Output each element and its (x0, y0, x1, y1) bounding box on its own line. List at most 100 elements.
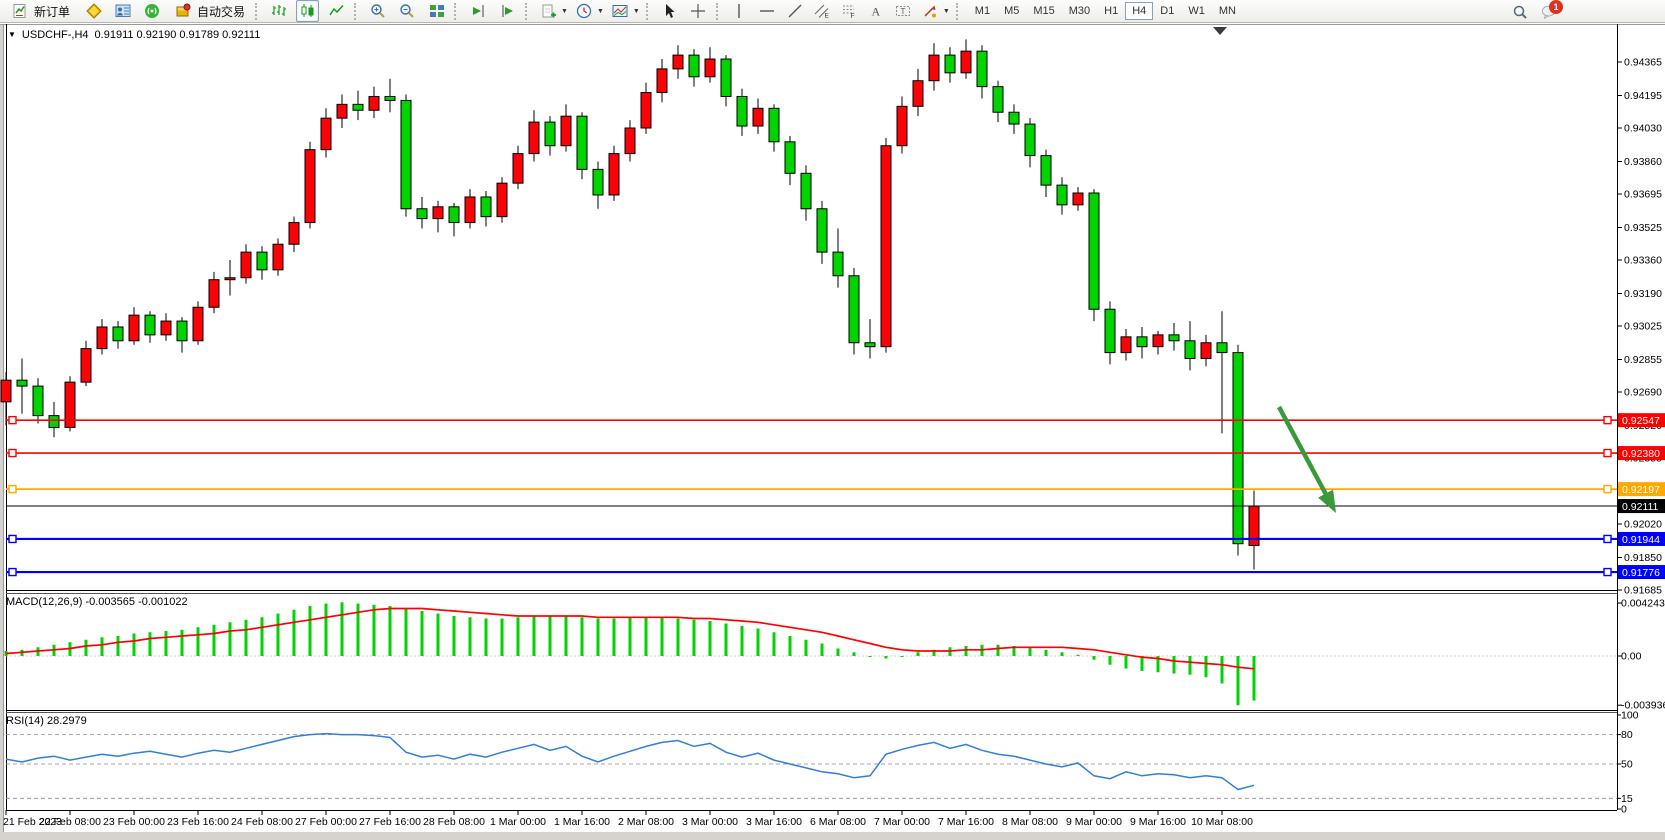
tab-h1[interactable]: H1 (1104, 5, 1119, 17)
svg-text:0.92855: 0.92855 (1624, 354, 1662, 366)
svg-text:8 Mar 08:00: 8 Mar 08:00 (1002, 816, 1058, 828)
svg-text:T: T (901, 7, 906, 16)
svg-text:0.93190: 0.93190 (1624, 288, 1662, 300)
svg-text:22 Feb 08:00: 22 Feb 08:00 (39, 816, 101, 828)
svg-text:0.91944: 0.91944 (1622, 534, 1660, 546)
svg-text:0.92111: 0.92111 (1622, 501, 1659, 513)
candlesticks (0, 39, 1260, 570)
svg-text:0.94195: 0.94195 (1624, 90, 1662, 102)
horizontal-line-icon[interactable] (756, 0, 779, 22)
zoom-out-icon[interactable] (395, 0, 418, 22)
svg-text:2 Mar 08:00: 2 Mar 08:00 (618, 816, 674, 828)
tab-h4[interactable]: H4 (1125, 2, 1154, 20)
crosshair-icon[interactable] (687, 0, 710, 22)
candlestick-chart-icon[interactable] (296, 0, 320, 22)
toolbar-separator (255, 2, 263, 20)
new-order-icon (8, 0, 31, 22)
svg-text:10 Mar 08:00: 10 Mar 08:00 (1191, 816, 1253, 828)
trendline-icon[interactable] (784, 0, 807, 22)
svg-text:0.92690: 0.92690 (1624, 386, 1662, 398)
chart-frame (0, 24, 1665, 840)
search-icon[interactable] (1508, 1, 1531, 23)
chart-shift-icon[interactable] (496, 0, 519, 22)
svg-text:-0.003936: -0.003936 (1621, 700, 1665, 712)
svg-text:28 Feb 08:00: 28 Feb 08:00 (423, 816, 485, 828)
svg-text:9 Mar 16:00: 9 Mar 16:00 (1130, 816, 1186, 828)
toolbar-separator (715, 2, 724, 20)
fibonacci-icon[interactable]: F (838, 0, 861, 22)
tab-m15[interactable]: M15 (1033, 5, 1055, 17)
toolbar-separator (645, 2, 654, 20)
tile-windows-icon[interactable] (425, 0, 448, 22)
arrows-icon[interactable] (919, 0, 942, 22)
chevron-down-icon: ▼ (632, 7, 640, 15)
chart-collapse-icon[interactable]: ▼ (8, 30, 16, 39)
svg-text:0.93695: 0.93695 (1624, 188, 1662, 200)
tab-m30[interactable]: M30 (1068, 5, 1091, 17)
svg-text:0.93025: 0.93025 (1624, 320, 1662, 332)
chevron-down-icon: ▼ (596, 7, 604, 15)
new-order-button[interactable]: 新订单 (4, 0, 74, 24)
zoom-in-icon[interactable] (366, 0, 389, 22)
price-axis: 0.94365 0.94195 0.94030 0.93860 0.93695 0.935… (1617, 57, 1665, 816)
svg-text:3 Mar 00:00: 3 Mar 00:00 (682, 816, 738, 828)
text-label-icon[interactable]: T (892, 0, 915, 22)
macd-label: MACD(12,26,9) -0.003565 -0.001022 (6, 596, 188, 608)
svg-text:E: E (825, 13, 830, 20)
svg-text:3 Mar 16:00: 3 Mar 16:00 (746, 816, 802, 828)
bar-chart-icon[interactable] (267, 0, 290, 22)
templates-icon[interactable] (609, 0, 632, 22)
svg-text:0.92020: 0.92020 (1624, 518, 1662, 530)
indicator-levels (6, 655, 1617, 799)
svg-text:0.94030: 0.94030 (1624, 122, 1662, 134)
svg-text:15: 15 (1621, 793, 1633, 805)
vertical-line-icon[interactable] (728, 0, 751, 22)
tab-d1[interactable]: D1 (1160, 5, 1175, 17)
chart-shift-marker (1213, 27, 1227, 35)
auto-scroll-icon[interactable] (466, 0, 489, 22)
svg-text:6 Mar 08:00: 6 Mar 08:00 (810, 816, 866, 828)
new-chart-icon[interactable] (537, 0, 560, 22)
svg-text:27 Feb 16:00: 27 Feb 16:00 (359, 816, 421, 828)
periods-icon[interactable] (573, 0, 596, 22)
auto-trading-icon (171, 0, 194, 22)
svg-text:21 Feb 2023: 21 Feb 2023 (3, 816, 62, 828)
rsi-label: RSI(14) 28.2979 (6, 715, 87, 727)
tab-m1[interactable]: M1 (974, 5, 991, 17)
auto-trading-button[interactable]: 自动交易 (167, 0, 249, 24)
svg-text:7 Mar 16:00: 7 Mar 16:00 (938, 816, 994, 828)
chevron-down-icon: ▼ (942, 7, 950, 15)
toolbar-separator (955, 2, 964, 20)
tab-mn[interactable]: MN (1218, 5, 1236, 17)
toolbar-separator (454, 2, 462, 20)
svg-text:0.91776: 0.91776 (1622, 567, 1660, 579)
line-chart-icon[interactable] (325, 0, 348, 22)
svg-text:0.92197: 0.92197 (1622, 484, 1660, 496)
arrow-annotation[interactable] (1277, 405, 1336, 513)
tab-m5[interactable]: M5 (1004, 5, 1020, 17)
svg-text:0.93860: 0.93860 (1624, 156, 1662, 168)
market-watch-icon[interactable] (82, 0, 105, 22)
svg-text:0.92547: 0.92547 (1622, 415, 1660, 427)
notification-badge[interactable]: 1 (1549, 0, 1563, 14)
svg-text:50: 50 (1621, 759, 1633, 771)
svg-text:0.94365: 0.94365 (1624, 57, 1662, 69)
equidistant-channel-icon[interactable]: E (811, 0, 834, 22)
signals-icon[interactable] (140, 0, 163, 22)
svg-text:23 Feb 00:00: 23 Feb 00:00 (103, 816, 165, 828)
data-window-icon[interactable] (111, 0, 134, 22)
svg-text:0: 0 (1621, 804, 1627, 816)
svg-text:F: F (851, 13, 855, 19)
chevron-down-icon: ▼ (561, 7, 568, 15)
chart-ohlc-values: 0.91911 0.92190 0.91789 0.92111 (94, 29, 261, 41)
cursor-icon[interactable] (658, 0, 681, 22)
tab-w1[interactable]: W1 (1188, 5, 1205, 17)
svg-text:0.93525: 0.93525 (1624, 222, 1662, 234)
macd-histogram (4, 602, 1256, 706)
text-icon[interactable]: A (865, 0, 888, 22)
svg-text:9 Mar 00:00: 9 Mar 00:00 (1066, 816, 1122, 828)
toolbar-separator (525, 2, 533, 20)
svg-text:1 Mar 00:00: 1 Mar 00:00 (490, 816, 546, 828)
svg-text:0.91850: 0.91850 (1624, 552, 1662, 564)
